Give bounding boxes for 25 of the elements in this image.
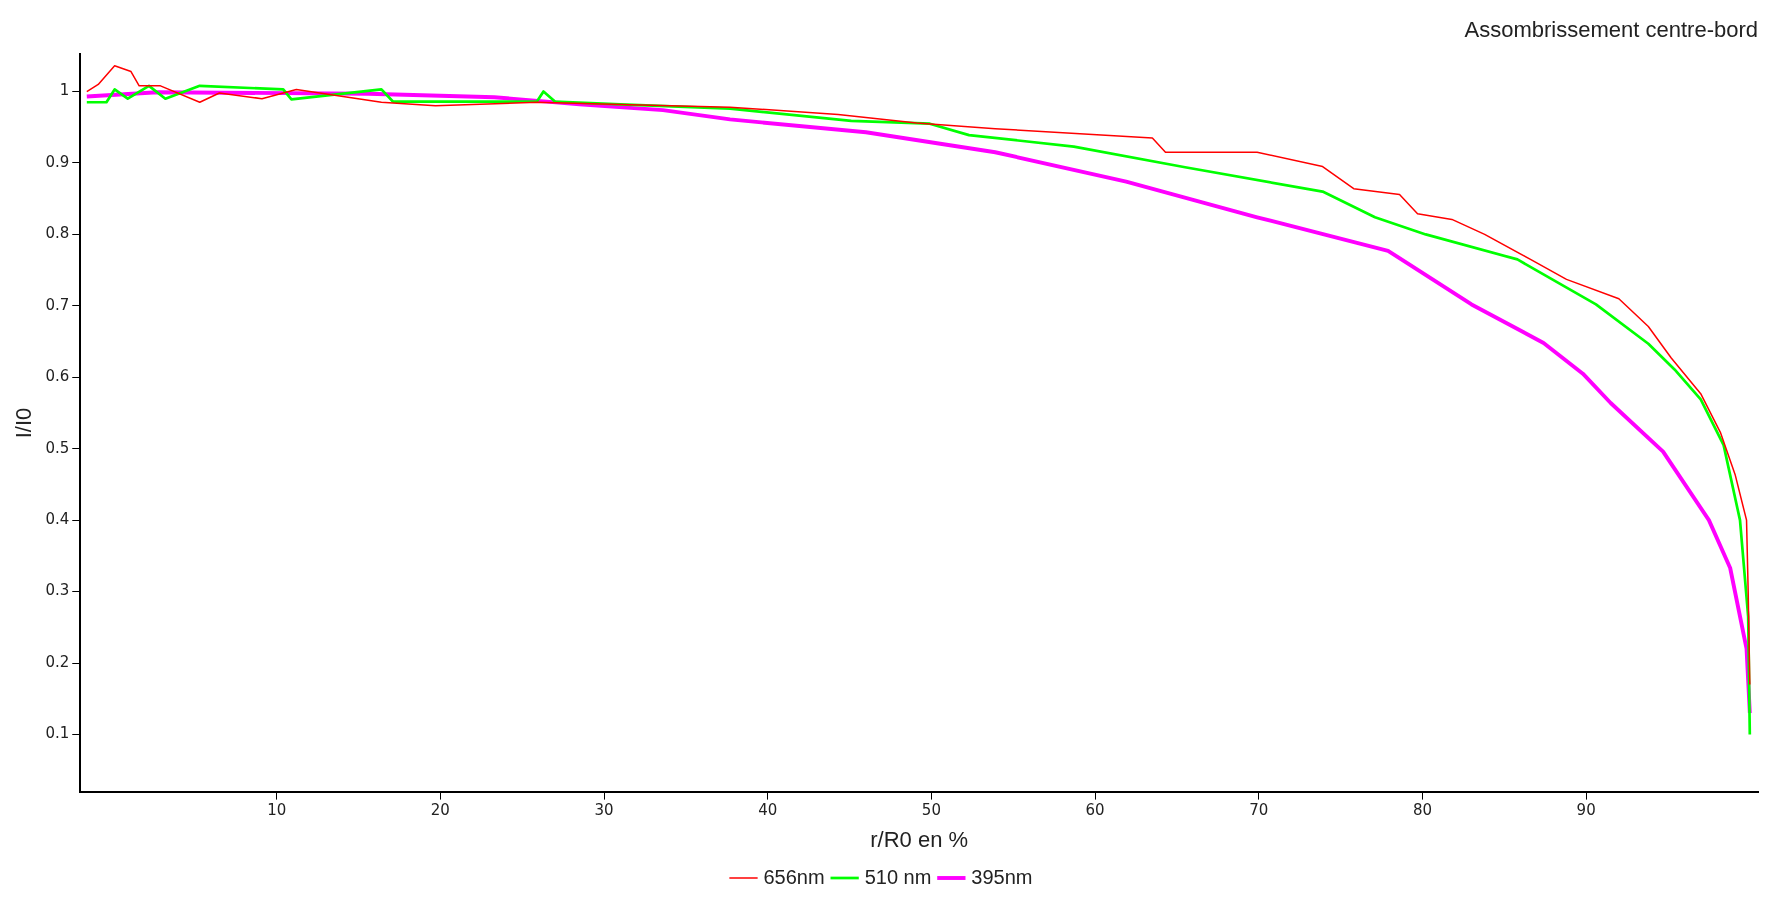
x-axis-title: r/R0 en %: [870, 826, 969, 852]
x-tick-label: 90: [1576, 801, 1596, 820]
x-tick-label: 40: [758, 801, 778, 820]
y-tick-label: 0.7: [45, 295, 70, 314]
y-tick-label: 0.5: [45, 438, 70, 457]
y-tick-label: 0.9: [45, 152, 70, 171]
legend-label: 656nm: [763, 865, 825, 888]
x-tick-label: 20: [430, 801, 450, 820]
y-tick-label: 0.4: [45, 510, 70, 529]
x-tick-label: 80: [1412, 801, 1432, 820]
y-tick-label: 0.1: [45, 724, 70, 743]
y-axis-title: I/I0: [11, 407, 37, 439]
y-tick-label: 1: [59, 81, 70, 100]
x-tick-label: 10: [267, 801, 287, 820]
y-tick-label: 0.6: [45, 367, 70, 386]
y-tick-label: 0.2: [45, 652, 70, 671]
x-tick-label: 70: [1249, 801, 1269, 820]
chart-title: Assombrissement centre-bord: [1464, 17, 1758, 43]
legend-label: 395nm: [971, 865, 1033, 888]
y-tick-label: 0.8: [45, 224, 70, 243]
x-tick-label: 30: [594, 801, 614, 820]
legend-label: 510 nm: [864, 865, 932, 888]
x-tick-label: 60: [1085, 801, 1105, 820]
x-tick-label: 50: [921, 801, 941, 820]
y-tick-label: 0.3: [45, 581, 70, 600]
